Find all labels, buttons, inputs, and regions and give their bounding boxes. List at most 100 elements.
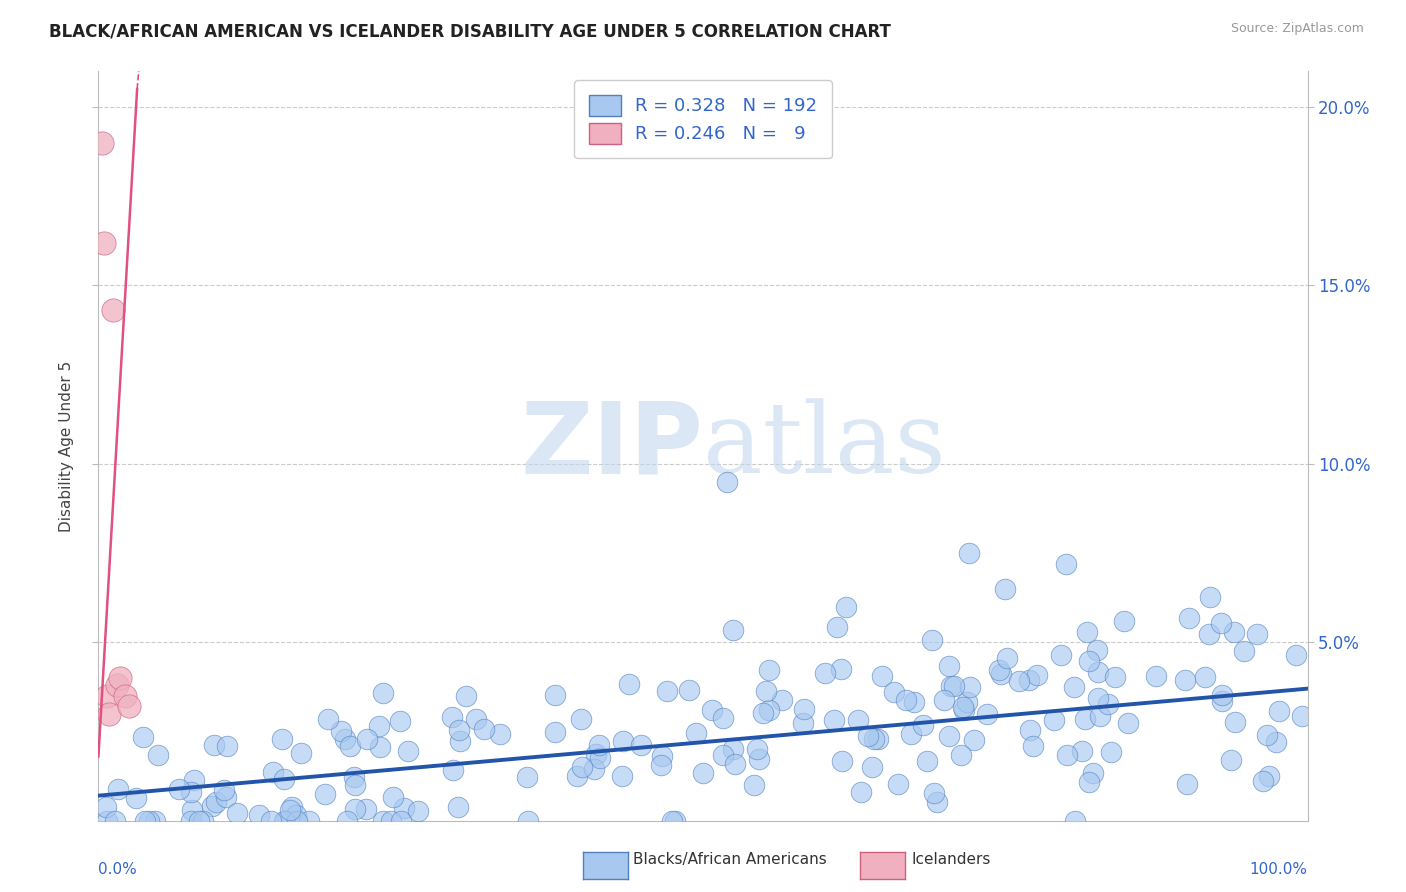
Point: [146, 747, 169, 762]
Point: [856, 729, 879, 743]
Point: [225, 805, 247, 820]
Point: [585, 747, 607, 762]
Point: [440, 710, 463, 724]
Point: [118, 699, 141, 714]
Point: [1223, 715, 1246, 730]
Point: [921, 632, 943, 647]
Point: [612, 733, 634, 747]
Point: [167, 781, 190, 796]
Point: [96, 800, 118, 814]
Point: [1070, 744, 1092, 758]
Point: [188, 814, 211, 828]
Point: [949, 748, 972, 763]
Point: [793, 702, 815, 716]
Point: [1078, 775, 1101, 789]
Point: [1043, 713, 1066, 727]
Point: [1174, 673, 1197, 688]
Point: [396, 743, 419, 757]
Y-axis label: Disability Age Under 5: Disability Age Under 5: [59, 360, 75, 532]
Point: [1211, 694, 1233, 708]
Point: [770, 693, 793, 707]
Point: [692, 766, 714, 780]
Text: 100.0%: 100.0%: [1250, 862, 1308, 877]
Point: [1077, 654, 1099, 668]
Point: [938, 659, 960, 673]
Point: [896, 692, 918, 706]
Point: [995, 651, 1018, 665]
Point: [544, 688, 567, 702]
Point: [1081, 766, 1104, 780]
Point: [1209, 615, 1232, 630]
Point: [516, 814, 538, 828]
Point: [389, 814, 412, 828]
Point: [1087, 690, 1109, 705]
Point: [382, 790, 405, 805]
Point: [1021, 739, 1043, 754]
Point: [711, 711, 734, 725]
Point: [571, 760, 593, 774]
Point: [273, 772, 295, 786]
Point: [685, 726, 707, 740]
Point: [1097, 697, 1119, 711]
Text: Source: ZipAtlas.com: Source: ZipAtlas.com: [1230, 22, 1364, 36]
Point: [987, 663, 1010, 677]
Point: [863, 732, 886, 747]
Text: Blacks/African Americans: Blacks/African Americans: [633, 852, 827, 867]
Point: [617, 677, 640, 691]
Point: [107, 781, 129, 796]
Point: [1285, 648, 1308, 663]
Point: [281, 799, 304, 814]
Point: [183, 773, 205, 788]
Point: [180, 785, 202, 799]
Text: Icelanders: Icelanders: [911, 852, 990, 867]
Point: [343, 778, 366, 792]
Point: [262, 765, 284, 780]
Point: [343, 770, 366, 784]
Point: [1074, 712, 1097, 726]
Point: [1198, 627, 1220, 641]
Point: [941, 679, 963, 693]
Point: [1144, 669, 1167, 683]
Point: [745, 742, 768, 756]
Point: [922, 786, 945, 800]
Point: [247, 808, 270, 822]
Text: BLACK/AFRICAN AMERICAN VS ICELANDER DISABILITY AGE UNDER 5 CORRELATION CHART: BLACK/AFRICAN AMERICAN VS ICELANDER DISA…: [49, 22, 891, 40]
Point: [544, 725, 567, 739]
Point: [138, 814, 160, 828]
Point: [380, 814, 402, 828]
Point: [96, 689, 118, 703]
Point: [900, 726, 922, 740]
Point: [830, 662, 852, 676]
Point: [990, 666, 1012, 681]
Point: [125, 791, 148, 805]
Point: [1026, 668, 1049, 682]
Point: [1007, 673, 1029, 688]
Point: [956, 695, 979, 709]
Point: [721, 742, 744, 756]
Text: atlas: atlas: [703, 398, 946, 494]
Point: [449, 723, 471, 737]
Point: [108, 671, 131, 685]
Point: [180, 814, 202, 828]
Point: [862, 760, 884, 774]
Point: [441, 763, 464, 777]
Point: [1054, 557, 1077, 571]
Point: [825, 620, 848, 634]
Point: [98, 706, 121, 721]
Point: [1056, 747, 1078, 762]
Point: [953, 703, 976, 717]
Point: [1178, 611, 1201, 625]
Point: [903, 695, 925, 709]
Point: [1223, 624, 1246, 639]
Point: [1018, 673, 1040, 688]
Point: [388, 714, 411, 729]
Point: [472, 722, 495, 736]
Point: [721, 623, 744, 637]
Point: [371, 686, 394, 700]
Point: [1291, 709, 1313, 723]
Point: [1085, 642, 1108, 657]
Point: [273, 814, 295, 828]
Point: [284, 807, 307, 822]
Point: [96, 814, 118, 828]
Point: [932, 693, 955, 707]
